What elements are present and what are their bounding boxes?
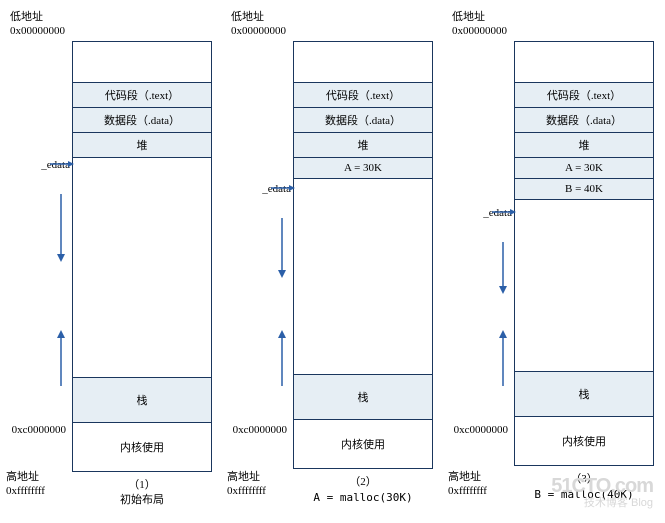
memory-layout-panel-2: 低地址 0x00000000 代码段（.text） 数据段（.data） 堆 A…	[231, 10, 434, 508]
edata-label: _edata	[231, 182, 291, 196]
high-addr-label: 高地址 0xffffffff	[227, 470, 307, 499]
reserved-space	[294, 42, 432, 82]
heap-grow-arrow	[497, 242, 509, 296]
high-addr-label: 高地址 0xffffffff	[448, 470, 528, 499]
edata-arrow-icon	[50, 160, 110, 168]
memory-layout-panel-3: 低地址 0x00000000 代码段（.text） 数据段（.data） 堆 A…	[452, 10, 655, 508]
data-segment: 数据段（.data）	[515, 107, 653, 132]
text-segment: 代码段（.text）	[294, 82, 432, 107]
low-addr-text: 低地址	[10, 11, 43, 23]
caption-num: （3）	[570, 473, 598, 485]
kernel-segment: 内核使用	[73, 422, 211, 471]
panel-caption: （3） B = malloc(40K)	[514, 472, 654, 504]
addr-c0-label: 0xc0000000	[448, 423, 508, 437]
heap-segment: 堆	[294, 132, 432, 157]
reserved-space	[73, 42, 211, 82]
arrow-up-icon	[276, 330, 288, 386]
memory-column: 代码段（.text） 数据段（.data） 堆 A = 30K B = 40K …	[514, 41, 654, 466]
heap-segment: 堆	[73, 132, 211, 157]
caption-num: （2）	[349, 476, 377, 488]
arrow-down-icon	[55, 194, 67, 264]
data-segment: 数据段（.data）	[294, 107, 432, 132]
heap-grow-arrow	[55, 194, 67, 264]
caption-text: B = malloc(40K)	[534, 488, 633, 501]
addr-c0-label: 0xc0000000	[227, 423, 287, 437]
kernel-segment: 内核使用	[294, 419, 432, 468]
stack-segment: 栈	[73, 377, 211, 422]
alloc-a-segment: A = 30K	[294, 157, 432, 178]
unused-space	[515, 199, 653, 371]
arrow-down-icon	[497, 242, 509, 296]
panel-caption: （1） 初始布局	[72, 478, 212, 509]
text-segment: 代码段（.text）	[515, 82, 653, 107]
reserved-space	[515, 42, 653, 82]
low-address-label: 低地址 0x00000000	[452, 10, 655, 39]
stack-grow-arrow	[276, 330, 288, 386]
arrow-up-icon	[497, 330, 509, 386]
edata-arrow-icon	[271, 184, 331, 192]
panel-caption: （2） A = malloc(30K)	[293, 475, 433, 507]
stack-grow-arrow	[497, 330, 509, 386]
arrow-down-icon	[276, 218, 288, 280]
edata-label: _edata	[10, 158, 70, 172]
text-segment: 代码段（.text）	[73, 82, 211, 107]
stack-segment: 栈	[294, 374, 432, 419]
memory-column: 代码段（.text） 数据段（.data） 堆 栈 内核使用	[72, 41, 212, 472]
unused-space	[294, 178, 432, 374]
unused-space	[73, 157, 211, 377]
memory-layout-panel-1: 低地址 0x00000000 代码段（.text） 数据段（.data） 堆 栈…	[10, 10, 213, 508]
caption-text: A = malloc(30K)	[313, 491, 412, 504]
arrow-up-icon	[55, 330, 67, 386]
kernel-segment: 内核使用	[515, 416, 653, 465]
low-address-label: 低地址 0x00000000	[10, 10, 213, 39]
edata-label: _edata	[452, 206, 512, 220]
heap-grow-arrow	[276, 218, 288, 280]
stack-grow-arrow	[55, 330, 67, 386]
alloc-b-segment: B = 40K	[515, 178, 653, 199]
addr-c0-label: 0xc0000000	[6, 423, 66, 437]
low-address-label: 低地址 0x00000000	[231, 10, 434, 39]
heap-segment: 堆	[515, 132, 653, 157]
caption-num: （1）	[128, 479, 156, 491]
addr-zero: 0x00000000	[10, 25, 65, 37]
high-addr-label: 高地址 0xffffffff	[6, 470, 86, 499]
data-segment: 数据段（.data）	[73, 107, 211, 132]
alloc-a-segment: A = 30K	[515, 157, 653, 178]
memory-column: 代码段（.text） 数据段（.data） 堆 A = 30K 栈 内核使用	[293, 41, 433, 469]
stack-segment: 栈	[515, 371, 653, 416]
caption-text: 初始布局	[120, 494, 164, 506]
edata-arrow-icon	[492, 208, 552, 216]
